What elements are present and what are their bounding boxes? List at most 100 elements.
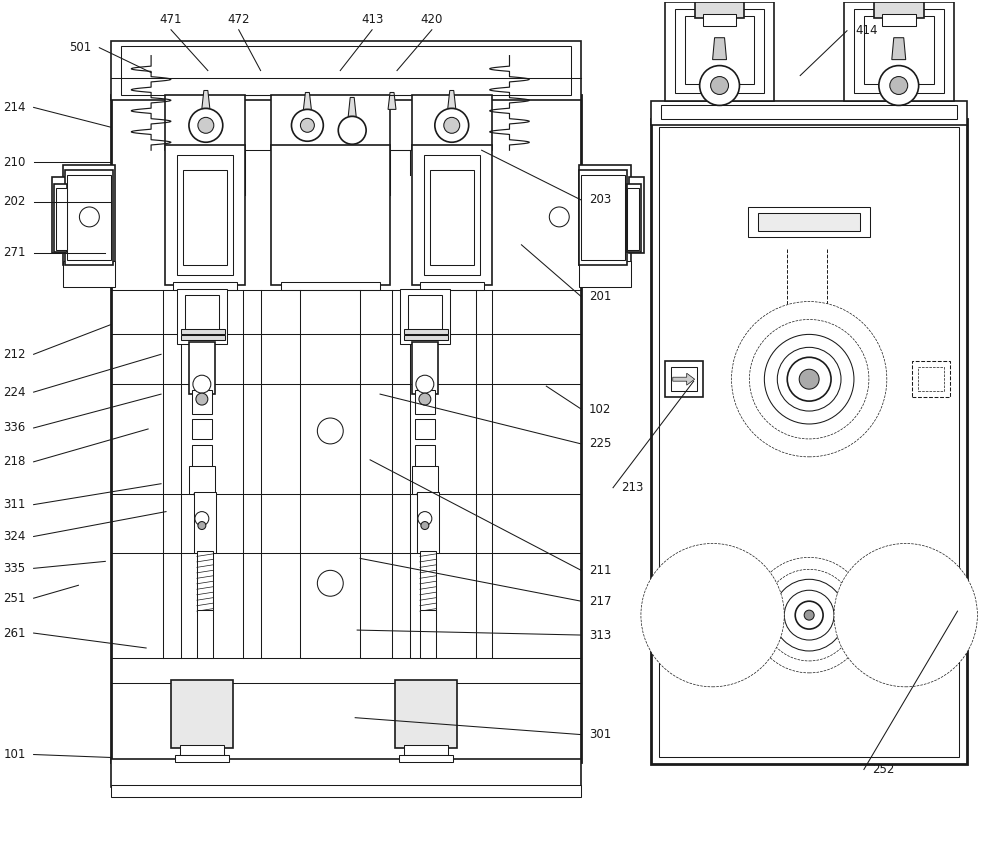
Circle shape (795, 601, 823, 629)
Circle shape (317, 418, 343, 444)
Polygon shape (388, 93, 396, 110)
Polygon shape (713, 38, 727, 60)
Circle shape (881, 590, 931, 640)
Circle shape (777, 348, 841, 411)
Text: 251: 251 (3, 592, 26, 604)
Text: 414: 414 (855, 24, 877, 37)
Circle shape (848, 557, 963, 673)
Circle shape (764, 334, 854, 424)
Bar (748, 207, 870, 237)
Bar (661, 106, 957, 119)
Circle shape (749, 320, 869, 439)
Bar (175, 755, 229, 762)
Circle shape (435, 108, 469, 143)
Bar (581, 175, 625, 260)
Bar (56, 188, 67, 250)
Circle shape (655, 557, 770, 673)
Bar (404, 329, 448, 334)
Bar (415, 390, 435, 414)
Circle shape (799, 369, 819, 389)
Bar (854, 8, 944, 94)
Bar (422, 155, 482, 175)
Bar (111, 786, 581, 798)
Bar (412, 466, 438, 494)
Bar (938, 605, 959, 625)
Text: 252: 252 (872, 763, 894, 776)
Bar (271, 95, 390, 150)
Bar (181, 329, 225, 334)
Bar (918, 367, 944, 391)
Bar (400, 289, 450, 344)
Bar (627, 188, 639, 250)
Text: 218: 218 (3, 455, 26, 468)
Text: 203: 203 (589, 193, 611, 207)
Circle shape (711, 77, 729, 95)
Bar (67, 175, 111, 260)
Bar (415, 419, 435, 439)
Bar (420, 147, 484, 157)
Bar (189, 466, 215, 494)
Bar (173, 282, 237, 289)
Text: 413: 413 (361, 13, 383, 26)
Bar (415, 445, 435, 468)
Circle shape (784, 590, 834, 640)
Bar (420, 610, 436, 658)
Circle shape (879, 66, 919, 106)
Circle shape (860, 570, 952, 661)
Text: 102: 102 (589, 403, 612, 415)
Text: 335: 335 (4, 562, 26, 575)
Circle shape (291, 110, 323, 141)
Text: 271: 271 (3, 246, 26, 259)
Text: 313: 313 (589, 629, 611, 641)
Polygon shape (417, 494, 433, 504)
Text: 214: 214 (3, 101, 26, 114)
Circle shape (677, 579, 748, 651)
Text: 225: 225 (589, 437, 612, 451)
Circle shape (189, 108, 223, 143)
Bar (173, 147, 237, 157)
Polygon shape (420, 504, 430, 516)
Circle shape (421, 522, 429, 529)
Bar (695, 2, 744, 18)
Text: 212: 212 (3, 348, 26, 360)
Circle shape (300, 118, 314, 133)
Bar (844, 2, 954, 101)
Text: 501: 501 (69, 41, 91, 54)
Bar (52, 177, 66, 252)
Bar (177, 155, 233, 274)
Circle shape (416, 376, 434, 393)
Bar (412, 343, 438, 394)
Text: 210: 210 (3, 155, 26, 169)
Circle shape (708, 610, 718, 620)
Text: 201: 201 (589, 290, 612, 303)
Bar (703, 14, 736, 26)
Circle shape (418, 511, 432, 526)
Bar (192, 419, 212, 439)
Bar (189, 343, 215, 394)
Circle shape (338, 116, 366, 144)
Bar (430, 170, 474, 265)
Bar (412, 145, 492, 284)
Polygon shape (197, 504, 207, 516)
Bar (579, 165, 631, 265)
Circle shape (787, 357, 831, 401)
Text: 202: 202 (3, 196, 26, 208)
Bar (417, 492, 439, 554)
Circle shape (641, 544, 784, 687)
Text: 420: 420 (421, 13, 443, 26)
Text: 336: 336 (3, 421, 26, 435)
Bar (579, 170, 627, 265)
Bar (408, 295, 442, 338)
Text: 301: 301 (589, 728, 611, 741)
Bar (942, 598, 950, 633)
Bar (281, 147, 380, 157)
Bar (882, 14, 916, 26)
Bar (183, 170, 227, 265)
Bar (677, 605, 938, 625)
Circle shape (870, 579, 942, 651)
Bar (420, 282, 484, 289)
Circle shape (699, 601, 727, 629)
Circle shape (198, 117, 214, 133)
Bar (864, 16, 934, 84)
Bar (420, 551, 436, 613)
